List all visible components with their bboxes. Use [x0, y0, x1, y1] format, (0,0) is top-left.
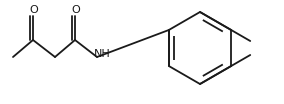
Text: O: O	[30, 5, 38, 15]
Text: NH: NH	[94, 49, 111, 59]
Text: O: O	[72, 5, 80, 15]
